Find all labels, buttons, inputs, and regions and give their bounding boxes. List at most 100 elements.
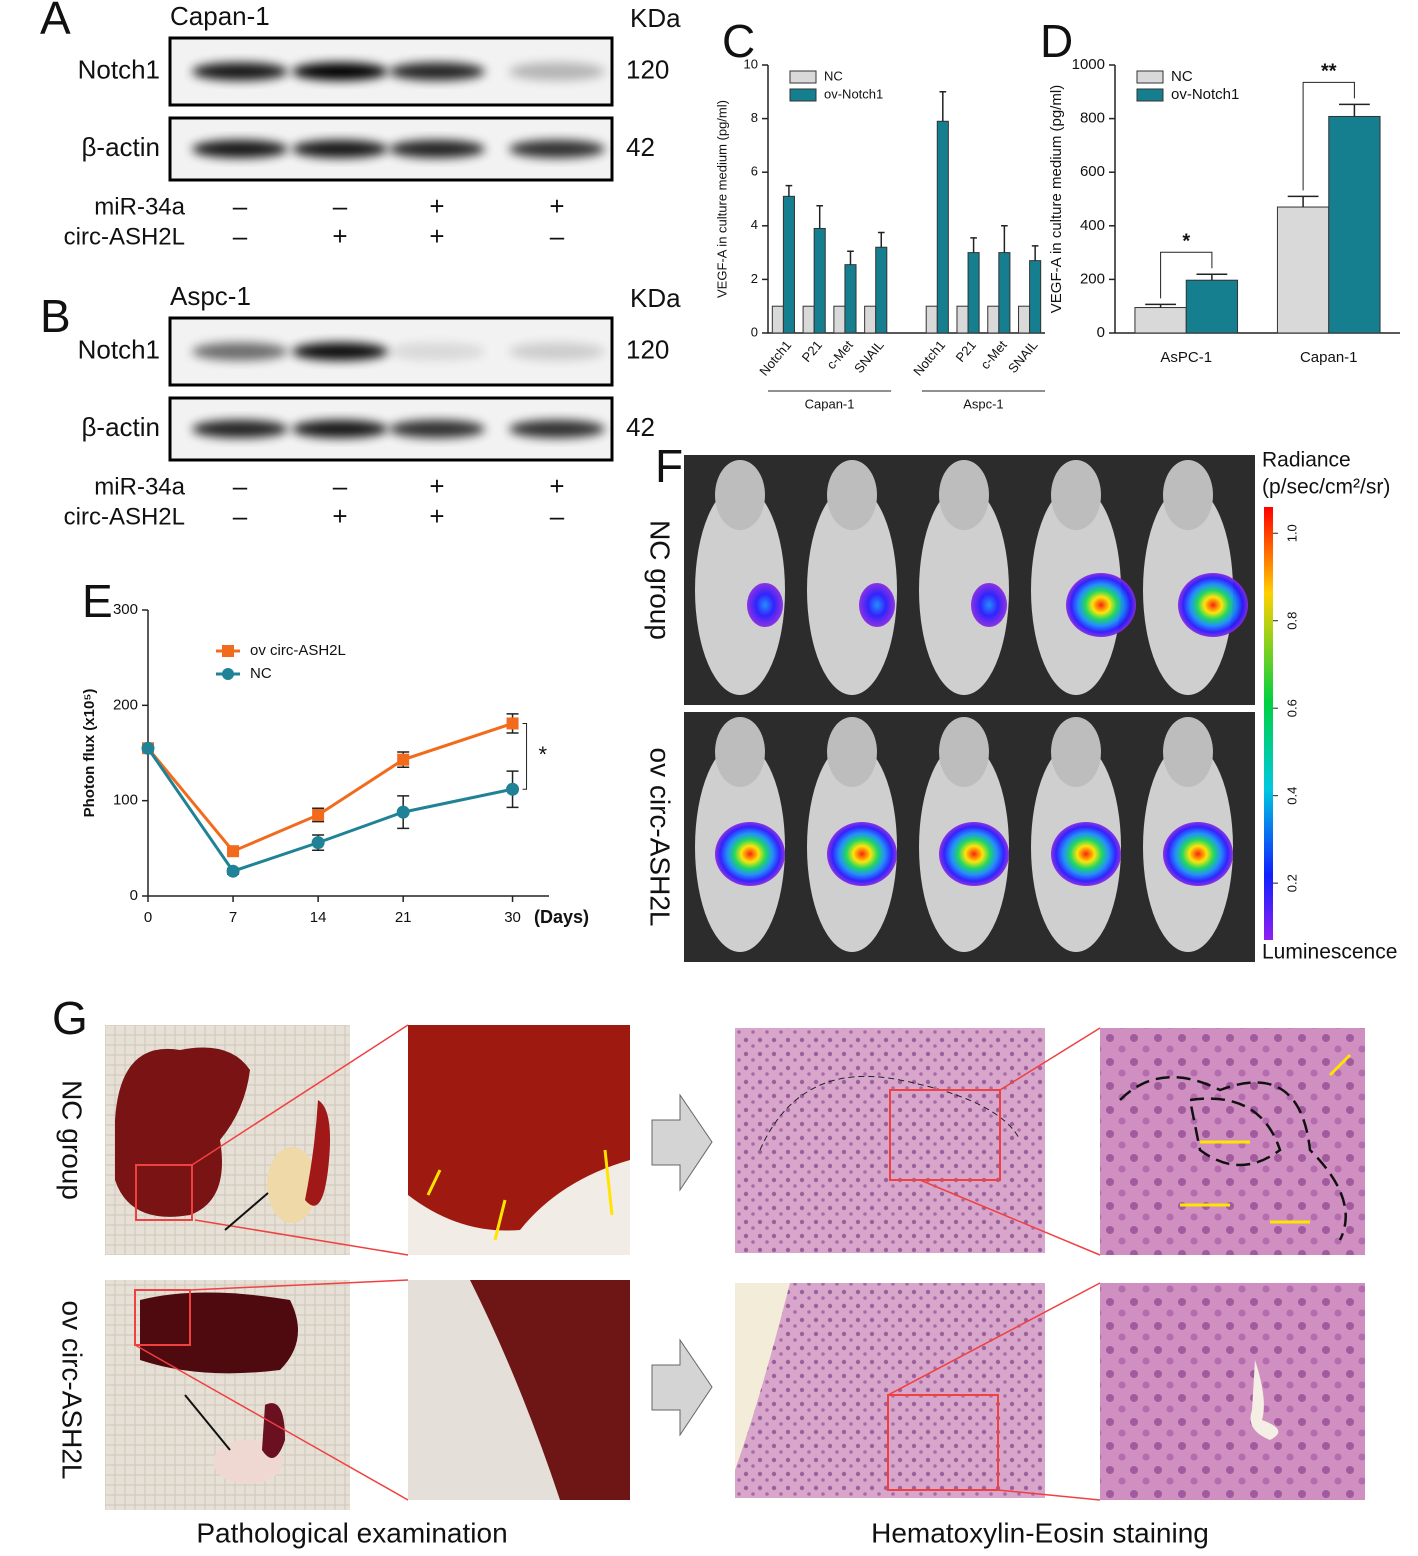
sign: +	[549, 191, 564, 221]
mouse-head	[1163, 460, 1213, 530]
sign: +	[429, 471, 444, 501]
error-bar	[970, 237, 977, 253]
significance: **	[1321, 61, 1337, 83]
luminescence	[1178, 573, 1248, 637]
mouse-head	[1163, 717, 1213, 787]
y-tick-label: 10	[744, 56, 758, 71]
x-tick-label: Notch1	[756, 337, 794, 378]
x-tick-label: SNAIL	[851, 337, 887, 375]
group-label: NC group	[645, 520, 676, 640]
zoom-box	[135, 1164, 193, 1221]
marker	[311, 836, 325, 850]
bar	[1276, 206, 1330, 334]
bar	[1328, 115, 1381, 334]
cell-line: Capan-1	[170, 1, 270, 31]
bar	[1185, 279, 1239, 334]
band	[192, 140, 288, 158]
error-bar	[816, 204, 824, 229]
significance-bracket	[1160, 251, 1213, 299]
band	[292, 342, 388, 361]
y-tick-label: 400	[1080, 217, 1105, 234]
sign: +	[549, 471, 564, 501]
colorbar-bottom-label: Luminescence	[1262, 941, 1397, 964]
panel-letter: A	[40, 0, 71, 44]
band	[509, 420, 605, 438]
panel-letter: G	[52, 992, 88, 1044]
group-label: Capan-1	[805, 396, 855, 411]
group-label: NC group	[57, 1080, 88, 1200]
mouse	[807, 485, 897, 695]
mouse	[695, 485, 785, 695]
panel-letter: D	[1040, 15, 1073, 67]
legend-swatch	[789, 70, 817, 84]
band	[509, 342, 605, 361]
bar	[1134, 307, 1187, 334]
background	[735, 1283, 790, 1470]
sign: +	[429, 221, 444, 251]
y-axis-label: VEGF-A in culture medium (pg/ml)	[714, 100, 729, 298]
x-tick-label: Notch1	[910, 337, 948, 378]
band	[389, 62, 485, 81]
error-bar	[877, 231, 885, 248]
error-bar	[1196, 273, 1228, 281]
panel-letter: E	[82, 575, 113, 627]
x-tick-label: SNAIL	[1005, 337, 1041, 375]
luminescence	[715, 822, 785, 886]
colorbar-unit: (p/sec/cm²/sr)	[1262, 476, 1390, 499]
legend-label: ov-Notch1	[1171, 86, 1239, 103]
caption: Hematoxylin-Eosin staining	[871, 1517, 1209, 1548]
kda: 42	[626, 412, 655, 442]
marker	[312, 808, 325, 821]
marker	[141, 741, 155, 755]
sign: +	[429, 191, 444, 221]
zoom-line	[887, 1282, 1101, 1501]
bar	[998, 252, 1011, 334]
y-tick-label: 100	[113, 792, 138, 809]
y-tick-label: 200	[113, 696, 138, 713]
error-bar	[847, 250, 854, 265]
marker	[396, 805, 410, 819]
condition-name: miR-34a	[94, 473, 185, 500]
legend-swatch	[1136, 70, 1164, 84]
line	[146, 747, 513, 873]
mouse-head	[939, 717, 989, 787]
bar	[844, 264, 857, 334]
arrow-right	[651, 1093, 713, 1192]
group-label: Aspc-1	[963, 396, 1003, 411]
x-tick-label: 14	[310, 909, 327, 926]
band	[389, 342, 485, 361]
legend-label: ov circ-ASH2L	[250, 642, 346, 659]
protein-name: β-actin	[81, 132, 160, 162]
liver-ov	[140, 1292, 298, 1374]
sign: –	[233, 501, 248, 531]
colorbar-title: Radiance	[1262, 449, 1351, 472]
liver-nc	[115, 1047, 250, 1217]
bar	[864, 305, 877, 334]
panel-letter: B	[40, 290, 71, 342]
y-tick-label: 0	[1097, 324, 1105, 341]
tumor-outline	[759, 1075, 1021, 1151]
luminescence	[939, 822, 1009, 886]
group-label: ov circ-ASH2L	[57, 1301, 88, 1480]
band	[389, 140, 485, 158]
condition-name: circ-ASH2L	[64, 223, 185, 250]
bar	[1018, 305, 1031, 334]
error-bar	[1031, 245, 1039, 261]
legend-label: ov-Notch1	[824, 86, 883, 101]
luminescence	[1066, 573, 1136, 637]
colorbar-tick-label: 0.8	[1284, 612, 1299, 630]
protein-name: β-actin	[81, 412, 160, 442]
panel-letter: F	[655, 440, 683, 492]
mouse	[919, 485, 1009, 695]
mouse-head	[1051, 717, 1101, 787]
band	[192, 420, 288, 438]
legend-marker	[222, 668, 234, 680]
band	[292, 140, 388, 158]
marker	[227, 845, 240, 858]
group-label: ov circ-ASH2L	[645, 748, 676, 927]
error-bar	[1001, 225, 1008, 253]
x-tick-label: P21	[799, 337, 825, 364]
zoom-box	[887, 1394, 999, 1491]
sign: +	[332, 221, 347, 251]
